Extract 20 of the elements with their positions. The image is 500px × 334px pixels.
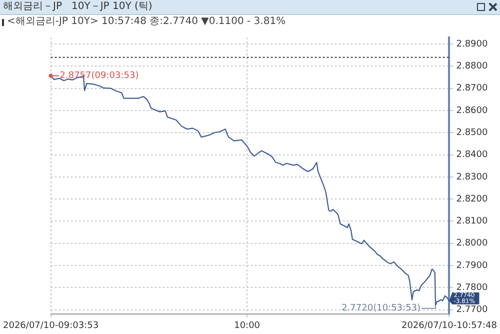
x-tick-label: 2026/07/10-09:03:53 bbox=[2, 320, 99, 331]
y-tick-label: 2.8200 bbox=[456, 194, 488, 204]
y-tick-label: 2.7900 bbox=[456, 260, 488, 271]
y-tick-label: 2.8000 bbox=[456, 238, 488, 249]
chart-subtitle: <해외금리-JP 10Y> 10:57:48 종:2.7740 ▼0.1100 - 3.81% bbox=[7, 15, 286, 29]
y-tick-label: 2.8300 bbox=[456, 172, 488, 182]
annotation: 2.8757(09:03:53) bbox=[60, 71, 139, 82]
annotation: 2.7720(10:53:53) bbox=[342, 304, 421, 314]
y-tick-label: 2.8400 bbox=[456, 150, 488, 160]
y-tick-label: 2.7700 bbox=[456, 305, 488, 316]
y-tick-label: 2.8500 bbox=[456, 128, 488, 138]
y-tick-label: 2.8900 bbox=[456, 39, 488, 50]
y-tick-label: 2.8700 bbox=[456, 84, 488, 94]
y-tick-label: 2.8100 bbox=[456, 216, 488, 227]
y-tick-label: 2.8600 bbox=[456, 106, 488, 116]
y-tick-label: 2.8800 bbox=[456, 62, 488, 72]
chart-title: 해외금리－JP 10Y－JP 10Y (틱) bbox=[3, 1, 152, 12]
x-tick-label: 2026/07/10-10:57:48 bbox=[401, 320, 498, 331]
y-tick-label: 2.7800 bbox=[456, 282, 488, 293]
x-tick-label: 10:00 bbox=[234, 320, 260, 331]
